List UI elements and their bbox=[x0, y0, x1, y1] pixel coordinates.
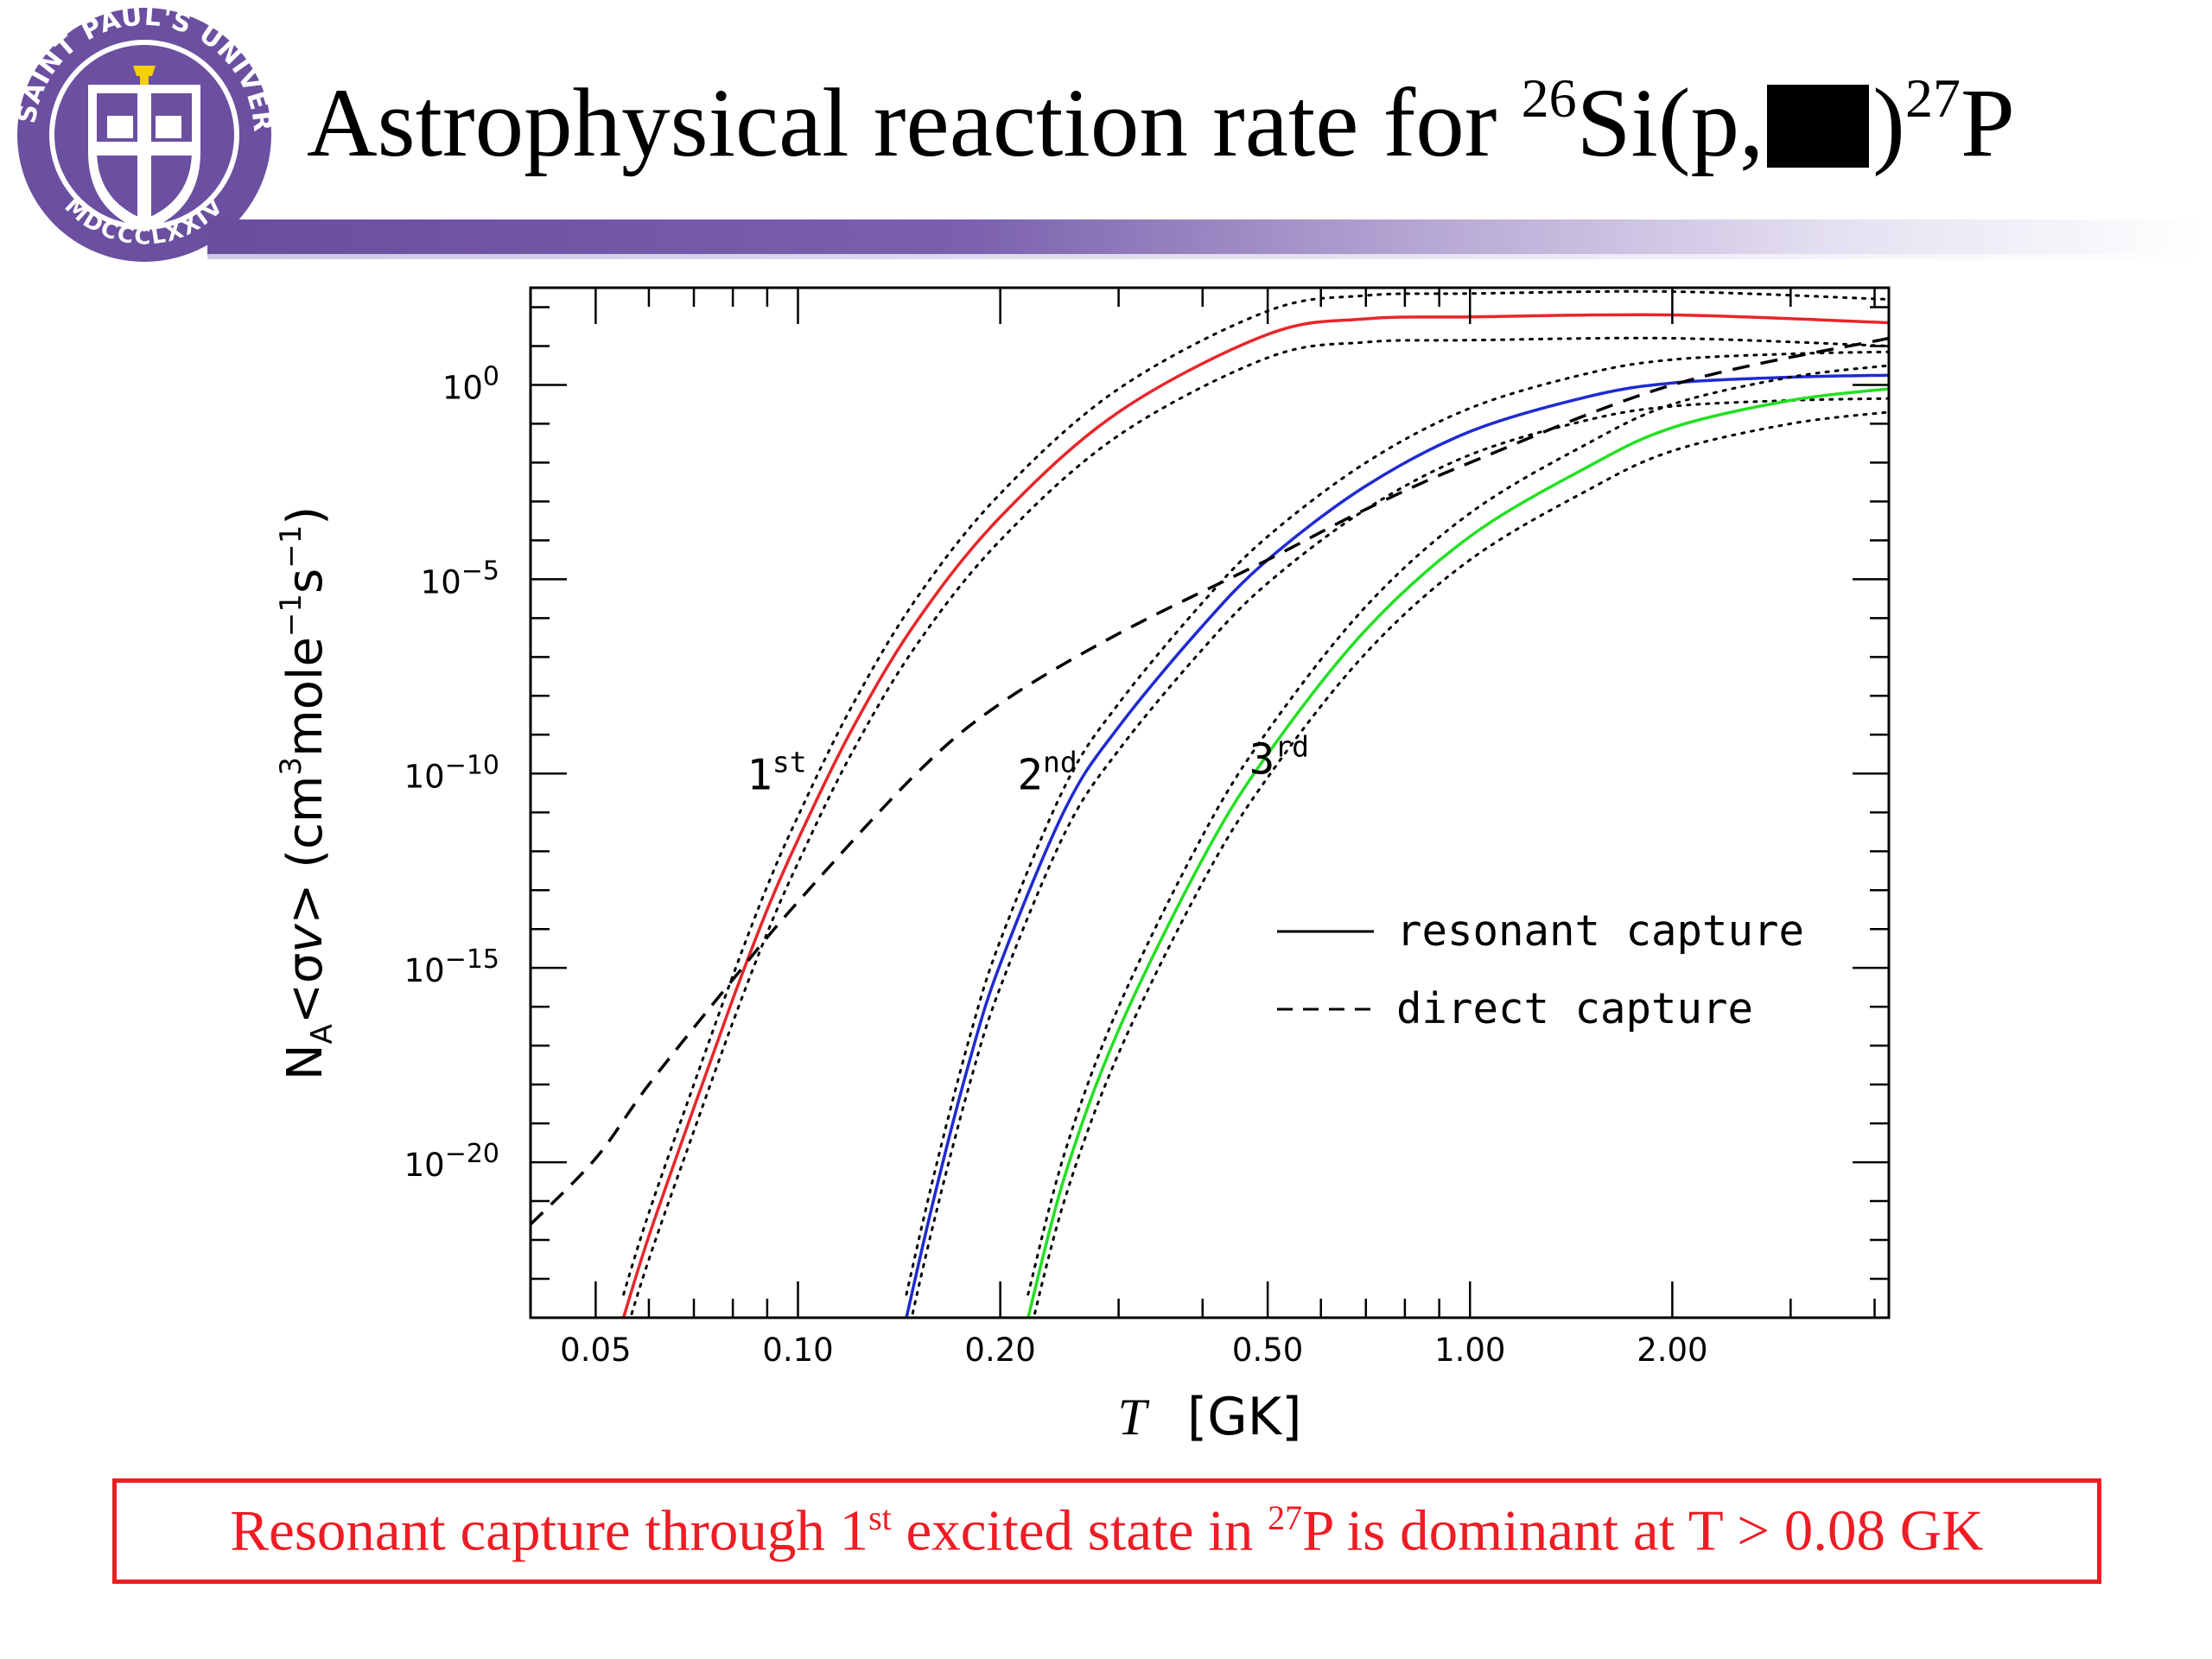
y-label-close: > (cm bbox=[277, 776, 334, 925]
y-tick-label: 100 bbox=[442, 361, 499, 406]
x-tick-label: 0.50 bbox=[1232, 1332, 1303, 1369]
title-target-mass: 26 bbox=[1521, 67, 1577, 130]
conclusion-box: Resonant capture through 1st excited sta… bbox=[112, 1478, 2101, 1584]
title-product: ) bbox=[1872, 69, 1905, 177]
slide-title: Astrophysical reaction rate for 26Si(p,)… bbox=[307, 67, 2015, 180]
x-axis-symbol: T bbox=[1117, 1389, 1149, 1446]
series-line-4 bbox=[531, 336, 1889, 1226]
series-line-1 bbox=[621, 313, 1889, 1318]
conclusion-part-3: P is dominant at T > 0.08 GK bbox=[1302, 1498, 1984, 1563]
plot-frame bbox=[529, 286, 1891, 1319]
conclusion-text: Resonant capture through 1st excited sta… bbox=[230, 1497, 1983, 1564]
y-tick-label: 10−20 bbox=[404, 1139, 499, 1184]
title-prefix: Astrophysical reaction rate for bbox=[307, 69, 1522, 177]
series-layer bbox=[531, 289, 1889, 1318]
series-3-band-upper bbox=[1027, 364, 1889, 1296]
x-axis-label: T [GK] bbox=[1117, 1387, 1301, 1447]
conclusion-part-2: excited state in bbox=[891, 1498, 1268, 1563]
y-tick-label: 10−10 bbox=[404, 750, 499, 795]
series-1-band-lower bbox=[629, 336, 1889, 1318]
series-1-band-upper bbox=[622, 289, 1889, 1296]
conclusion-sup-mass: 27 bbox=[1268, 1498, 1303, 1538]
annotation-layer: 1st 2nd 3rd bbox=[747, 729, 1309, 799]
series-2-band-lower bbox=[910, 397, 1889, 1318]
redaction-block bbox=[1767, 85, 1870, 168]
title-product-mass: 27 bbox=[1904, 67, 1961, 130]
ticks-layer: 0.05 0.10 0.20 0.50 1.00 2.00 100 10−5 10−10 10−1… bbox=[404, 288, 1889, 1369]
series-3-band-lower bbox=[1032, 410, 1889, 1318]
annotation-1: 1st bbox=[747, 745, 806, 799]
y-axis-label: NA<σv> (cm3mole−1s−1) bbox=[274, 506, 340, 1080]
title-product-symbol: P bbox=[1960, 69, 2015, 177]
x-tick-label: 1.00 bbox=[1434, 1332, 1505, 1369]
y-label-exp-1a: −1 bbox=[274, 594, 308, 637]
y-label-v: v bbox=[277, 924, 334, 953]
title-target: Si(p, bbox=[1576, 69, 1764, 177]
y-label-mole: mole bbox=[277, 637, 334, 757]
series-line-2 bbox=[905, 373, 1889, 1318]
y-tick-label: 10−15 bbox=[404, 944, 499, 989]
series-2-band-upper bbox=[905, 350, 1889, 1296]
y-label-na-sub: A bbox=[305, 1024, 340, 1044]
conclusion-part-1: Resonant capture through 1 bbox=[230, 1498, 869, 1563]
annotation-2: 2nd bbox=[1017, 745, 1077, 799]
x-tick-label: 0.10 bbox=[762, 1332, 833, 1369]
annotation-3: 3rd bbox=[1249, 729, 1309, 784]
title-accent-bar-shadow bbox=[207, 254, 2203, 259]
x-tick-label: 0.05 bbox=[560, 1332, 631, 1369]
conclusion-sup-st: st bbox=[868, 1498, 892, 1538]
legend: resonant capture direct capture bbox=[1277, 906, 1804, 1033]
x-tick-label: 2.00 bbox=[1637, 1332, 1707, 1369]
university-logo: SAINT PAUL'S UNIVERSITY·TOKYO· MDCCCLXXI… bbox=[5, 5, 276, 262]
title-accent-bar bbox=[207, 219, 2203, 254]
y-label-exp-1b: −1 bbox=[274, 525, 308, 569]
series-line-3 bbox=[1027, 387, 1889, 1318]
y-tick-label: 10−5 bbox=[421, 556, 499, 601]
legend-label-resonant: resonant capture bbox=[1396, 906, 1804, 956]
y-label-end: ) bbox=[277, 506, 334, 525]
x-tick-label: 0.20 bbox=[964, 1332, 1035, 1369]
y-label-exp3: 3 bbox=[274, 757, 308, 776]
x-axis-unit: [GK] bbox=[1187, 1387, 1302, 1447]
y-label-sigma: <σ bbox=[277, 953, 334, 1024]
y-label-na: N bbox=[277, 1044, 334, 1080]
legend-label-direct: direct capture bbox=[1396, 984, 1753, 1033]
y-label-s: s bbox=[277, 569, 334, 594]
